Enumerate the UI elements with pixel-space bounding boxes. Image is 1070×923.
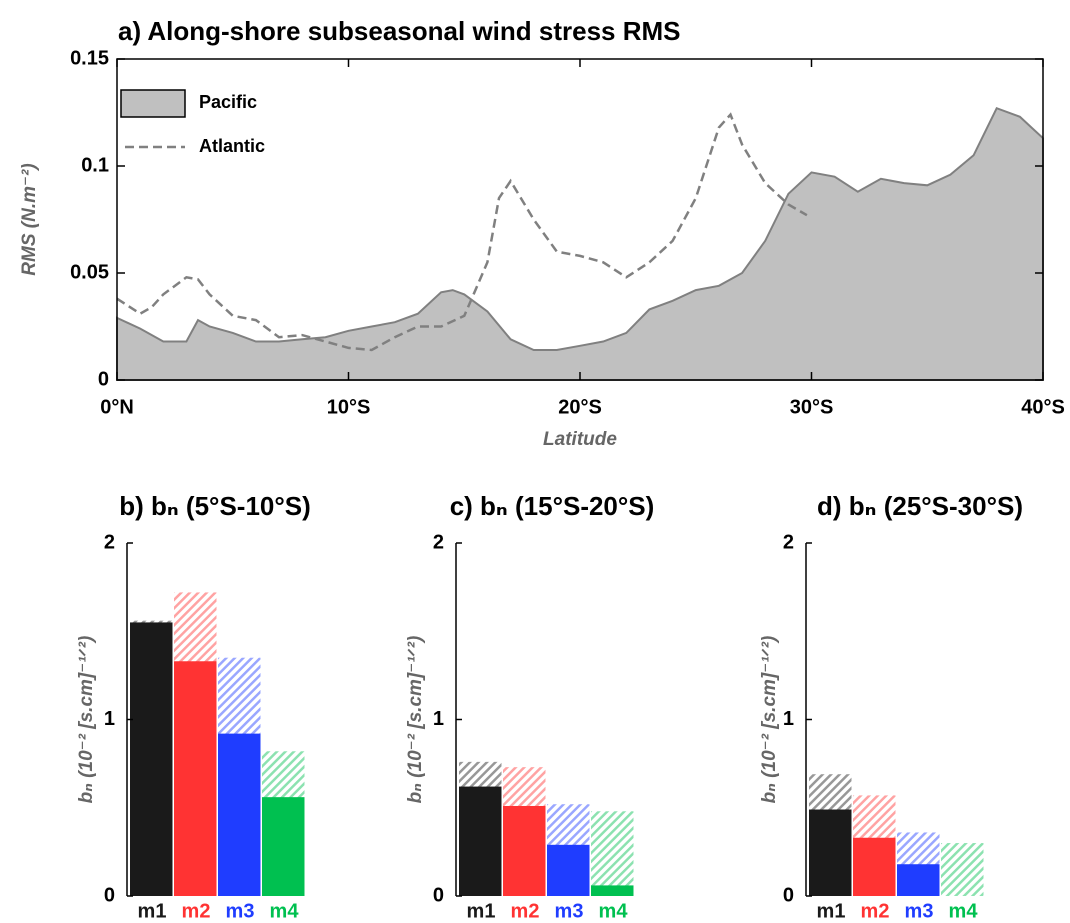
y-tick-label: 0 [104, 884, 115, 906]
y-tick-label: 0.05 [70, 261, 109, 283]
bar [503, 805, 546, 896]
y-axis-label: bₙ (10⁻² [s.cm]⁻¹ᐟ²) [759, 636, 780, 804]
y-axis-label: bₙ (10⁻² [s.cm]⁻¹ᐟ²) [405, 636, 426, 804]
x-axis-label: Latitude [543, 429, 617, 450]
x-tick-label: 20°S [558, 396, 602, 418]
y-tick-label: 1 [783, 708, 794, 730]
bar-hatched [591, 811, 634, 896]
bar [853, 837, 896, 896]
y-tick-label: 1 [433, 708, 444, 730]
bar [174, 661, 217, 896]
bar [809, 809, 852, 896]
y-tick-label: 2 [104, 531, 115, 553]
area [116, 106, 1044, 381]
chart-title: a) Along-shore subseasonal wind stress R… [118, 16, 681, 46]
y-tick-label: 1 [104, 708, 115, 730]
y-tick-label: 2 [433, 531, 444, 553]
legend-label: Atlantic [199, 136, 265, 156]
line [116, 112, 808, 352]
x-tick-label: m4 [599, 900, 629, 922]
bar [547, 844, 590, 896]
bar [130, 622, 173, 896]
x-tick-label: m1 [467, 900, 496, 922]
bar-hatched [941, 843, 984, 896]
x-tick-label: m4 [949, 900, 979, 922]
x-tick-label: 10°S [327, 396, 371, 418]
x-tick-label: m2 [182, 900, 211, 922]
x-tick-label: m1 [138, 900, 167, 922]
chart-title: d) bₙ (25°S-30°S) [817, 491, 1023, 521]
y-tick-label: 0.15 [70, 47, 109, 69]
x-tick-label: m3 [555, 900, 584, 922]
x-tick-label: m3 [905, 900, 934, 922]
x-tick-label: m4 [270, 900, 300, 922]
bar [262, 797, 305, 896]
chart-title: c) bₙ (15°S-20°S) [450, 491, 655, 521]
x-tick-label: 0°N [100, 396, 134, 418]
y-tick-label: 0 [433, 884, 444, 906]
bar [591, 885, 634, 896]
bar [897, 864, 940, 896]
x-tick-label: m2 [511, 900, 540, 922]
x-tick-label: m3 [226, 900, 255, 922]
y-tick-label: 0.1 [81, 154, 109, 176]
legend-swatch [120, 89, 186, 118]
x-tick-label: m2 [861, 900, 890, 922]
y-tick-label: 2 [783, 531, 794, 553]
y-tick-label: 0 [783, 884, 794, 906]
y-axis-label: bₙ (10⁻² [s.cm]⁻¹ᐟ²) [76, 636, 97, 804]
bar [218, 733, 261, 896]
chart-title: b) bₙ (5°S-10°S) [119, 491, 311, 521]
x-tick-label: 30°S [790, 396, 834, 418]
y-axis-label: RMS (N.m⁻²) [19, 163, 40, 275]
x-tick-label: m1 [817, 900, 846, 922]
y-tick-label: 0 [98, 368, 109, 390]
x-tick-label: 40°S [1021, 396, 1065, 418]
legend-label: Pacific [199, 92, 257, 112]
bar [459, 786, 502, 896]
